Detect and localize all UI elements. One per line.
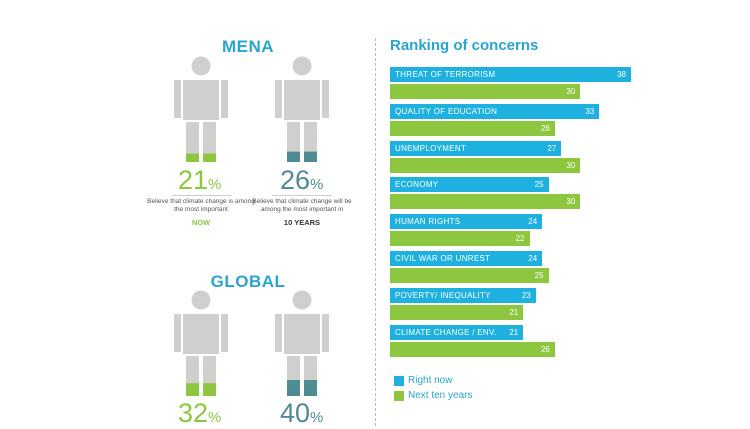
person-icon-global-future: [275, 290, 329, 396]
category-label: ECONOMY: [395, 180, 439, 190]
leg-fill-right: [203, 383, 216, 396]
chart-title: Ranking of concerns: [390, 37, 539, 54]
value-label-next-ten-years: 22: [515, 234, 525, 244]
leg-fill-right: [304, 380, 317, 396]
bar-next-ten-years: [390, 231, 530, 247]
global-now-percent: 32%: [178, 398, 222, 428]
person-icon-global-now: [174, 290, 228, 396]
section-divider: [375, 38, 376, 426]
value-label-right-now: 38: [617, 70, 626, 79]
bar-next-ten-years: [390, 120, 555, 136]
leg-fill-left: [287, 380, 300, 396]
mena-title: MENA: [221, 37, 275, 56]
mena-future-timeframe: 10 YEARS: [283, 218, 321, 227]
global-future-percent: 40%: [280, 398, 324, 428]
value-label-next-ten-years: 26: [540, 123, 550, 133]
bar-right-now: [390, 103, 600, 119]
value-label-next-ten-years: 30: [566, 160, 576, 170]
bar-right-now: [390, 214, 543, 230]
bar-next-ten-years: [390, 268, 549, 283]
category-label: QUALITY OF EDUCATION: [395, 106, 498, 116]
bar-right-now: [390, 140, 562, 156]
value-label-right-now: 24: [528, 217, 538, 227]
bar-right-now: [390, 251, 543, 266]
value-label-right-now: 27: [547, 143, 557, 153]
bar-next-ten-years: [390, 341, 555, 357]
leg-fill-right: [203, 153, 216, 162]
legend-label-next-ten-years: Next ten years: [408, 390, 473, 401]
bar-next-ten-years: [390, 84, 581, 99]
category-label: POVERTY/ INEQUALITY: [395, 290, 491, 300]
value-label-right-now: 23: [521, 290, 531, 300]
bar-next-ten-years: [390, 304, 524, 320]
category-label: CLIMATE CHANGE / ENV.: [395, 327, 497, 337]
mena-now-timeframe: NOW: [191, 218, 211, 227]
value-label-right-now: 24: [528, 254, 538, 263]
value-label-next-ten-years: 26: [540, 344, 550, 354]
person-icon-mena-now: [174, 56, 228, 162]
mena-now-caption: Believe that climate change is among the…: [147, 198, 255, 213]
divider-line: [272, 195, 332, 196]
category-label: CIVIL WAR OR UNREST: [395, 254, 491, 263]
bar-right-now: [390, 324, 524, 340]
category-label: THREAT OF TERRORISM: [395, 70, 496, 79]
bar-right-now: [390, 67, 631, 82]
bar-next-ten-years: [390, 157, 581, 173]
bar-next-ten-years: [390, 194, 581, 210]
legend-label-right-now: Right now: [408, 375, 453, 386]
legend-swatch-next-ten-years: [394, 391, 404, 401]
leg-fill-right: [304, 151, 317, 162]
value-label-right-now: 25: [534, 180, 544, 190]
global-title: GLOBAL: [210, 272, 286, 291]
legend-swatch-right-now: [394, 376, 404, 386]
category-label: HUMAN RIGHTS: [395, 217, 461, 227]
value-label-next-ten-years: 30: [566, 197, 576, 207]
person-icon-mena-future: [275, 56, 329, 162]
leg-fill-left: [287, 151, 300, 162]
mena-future-percent: 26%: [280, 165, 324, 195]
bar-right-now: [390, 177, 549, 193]
category-label: UNEMPLOYMENT: [395, 143, 467, 153]
value-label-next-ten-years: 21: [509, 307, 519, 317]
mena-now-percent: 21%: [178, 165, 222, 195]
value-label-next-ten-years: 30: [566, 87, 576, 96]
leg-fill-left: [186, 153, 199, 162]
value-label-right-now: 21: [509, 327, 519, 337]
bar-right-now: [390, 287, 536, 303]
value-label-right-now: 33: [585, 106, 595, 116]
divider-line: [172, 195, 232, 196]
leg-fill-left: [186, 383, 199, 396]
mena-future-caption: Believe that climate change will be amon…: [252, 198, 352, 213]
value-label-next-ten-years: 25: [534, 271, 544, 280]
